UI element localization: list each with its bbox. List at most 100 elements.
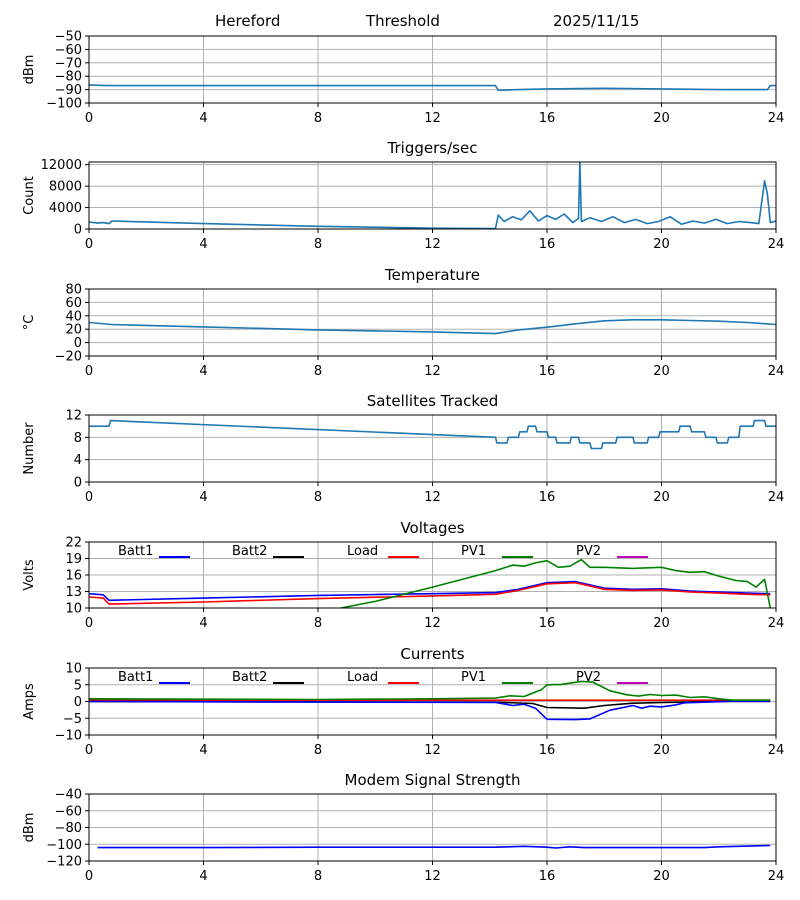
chart-6: 0 4 8 12 16 20 24 −10 −5 0 510 Currents Amps Batt1 Bat… <box>22 645 784 758</box>
y-axis-label: Volts <box>22 559 37 591</box>
chart-1: 0 4 8 12 16 20 24 −100−90−80−70−60−50 dBm <box>22 30 784 127</box>
y-tick-label: −50 <box>55 30 82 45</box>
x-tick-label: 24 <box>768 364 785 379</box>
x-tick-label: 4 <box>199 111 207 126</box>
x-tick-label: 16 <box>539 616 556 631</box>
series-line-batt1 <box>89 580 771 602</box>
legend-label-batt1: Batt1 <box>118 670 153 685</box>
x-tick-label: 20 <box>653 490 670 505</box>
chart-title: Triggers/sec <box>387 139 478 157</box>
series-line-load <box>89 581 771 605</box>
y-tick-label: 20 <box>65 323 82 338</box>
series-line-pv1 <box>340 558 772 608</box>
y-tick-label: 19 <box>65 552 82 567</box>
legend-label-load: Load <box>347 670 378 685</box>
x-tick-label: 16 <box>539 869 556 884</box>
y-tick-label: −100 <box>46 97 82 112</box>
x-tick-label: 12 <box>424 743 441 758</box>
y-tick-label: 10 <box>65 662 82 677</box>
x-tick-label: 8 <box>314 490 322 505</box>
header-mode: Threshold <box>366 12 440 30</box>
y-tick-label: −120 <box>46 855 82 870</box>
x-tick-label: 20 <box>653 364 670 379</box>
x-tick-label: 8 <box>314 111 322 126</box>
series-line-satellites <box>89 419 776 450</box>
y-tick-label: 10 <box>65 602 82 617</box>
series-line-batt1 <box>89 700 771 721</box>
y-tick-label: 5 <box>74 678 82 693</box>
y-tick-label: 8 <box>74 431 82 446</box>
x-tick-label: 0 <box>85 616 93 631</box>
legend-label-batt2: Batt2 <box>232 544 267 559</box>
x-tick-label: 0 <box>85 869 93 884</box>
series-line-modem <box>97 844 771 849</box>
series-line-temperature <box>89 318 776 335</box>
x-tick-label: 24 <box>768 237 785 252</box>
chart-7: 0 4 8 12 16 20 24 −120 −100 −80 −60−40 Modem Signal… <box>22 771 784 884</box>
y-tick-label: −60 <box>55 43 82 58</box>
chart-4: 0 4 8 12 16 20 24 0 4 8 12 Satellites Tracked Number <box>22 392 784 505</box>
y-tick-label: 4 <box>74 453 82 468</box>
y-tick-label: 4000 <box>49 201 82 216</box>
x-tick-label: 16 <box>539 111 556 126</box>
y-tick-label: 12 <box>65 409 82 424</box>
x-tick-label: 20 <box>653 743 670 758</box>
x-tick-label: 4 <box>199 364 207 379</box>
y-tick-label: −60 <box>55 804 82 819</box>
y-axis-label: Amps <box>22 683 37 720</box>
legend-label-pv1: PV1 <box>461 670 486 685</box>
y-tick-label: 16 <box>65 569 82 584</box>
header-date: 2025/11/15 <box>553 12 640 30</box>
x-tick-label: 0 <box>85 364 93 379</box>
y-tick-label: −90 <box>55 83 82 98</box>
x-tick-label: 0 <box>85 490 93 505</box>
y-tick-label: 60 <box>65 296 82 311</box>
x-tick-label: 12 <box>424 111 441 126</box>
x-tick-label: 0 <box>85 743 93 758</box>
y-tick-label: 13 <box>65 585 82 600</box>
x-tick-label: 16 <box>539 490 556 505</box>
legend-label-pv2: PV2 <box>576 670 601 685</box>
header-station: Hereford <box>215 12 281 30</box>
x-tick-label: 4 <box>199 616 207 631</box>
chart-title: Voltages <box>400 519 464 537</box>
x-tick-label: 0 <box>85 111 93 126</box>
x-tick-label: 4 <box>199 869 207 884</box>
y-tick-label: −80 <box>55 70 82 85</box>
x-tick-label: 12 <box>424 490 441 505</box>
y-tick-label: −100 <box>46 838 82 853</box>
y-axis-label: dBm <box>22 55 37 85</box>
x-tick-label: 24 <box>768 490 785 505</box>
y-axis-label: Number <box>22 422 37 475</box>
legend-label-pv1: PV1 <box>461 544 486 559</box>
x-tick-label: 20 <box>653 869 670 884</box>
y-tick-label: 0 <box>74 223 82 238</box>
y-tick-label: −80 <box>55 821 82 836</box>
x-tick-label: 24 <box>768 743 785 758</box>
y-axis-label: Count <box>22 176 37 215</box>
legend-label-load: Load <box>347 544 378 559</box>
chart-title: Currents <box>400 645 464 663</box>
y-axis-label: °C <box>22 315 37 331</box>
series-line-pv1 <box>89 680 771 702</box>
x-tick-label: 16 <box>539 364 556 379</box>
x-tick-label: 0 <box>85 237 93 252</box>
y-tick-label: 22 <box>65 536 82 551</box>
y-tick-label: 0 <box>74 695 82 710</box>
x-tick-label: 16 <box>539 237 556 252</box>
x-tick-label: 24 <box>768 616 785 631</box>
x-tick-label: 8 <box>314 616 322 631</box>
x-tick-label: 12 <box>424 237 441 252</box>
x-tick-label: 12 <box>424 616 441 631</box>
y-tick-label: 40 <box>65 309 82 324</box>
y-tick-label: 12000 <box>41 158 82 173</box>
legend-label-batt1: Batt1 <box>118 544 153 559</box>
x-tick-label: 20 <box>653 111 670 126</box>
x-tick-label: 8 <box>314 869 322 884</box>
chart-title: Modem Signal Strength <box>345 771 521 789</box>
x-tick-label: 4 <box>199 490 207 505</box>
y-tick-label: 80 <box>65 283 82 298</box>
